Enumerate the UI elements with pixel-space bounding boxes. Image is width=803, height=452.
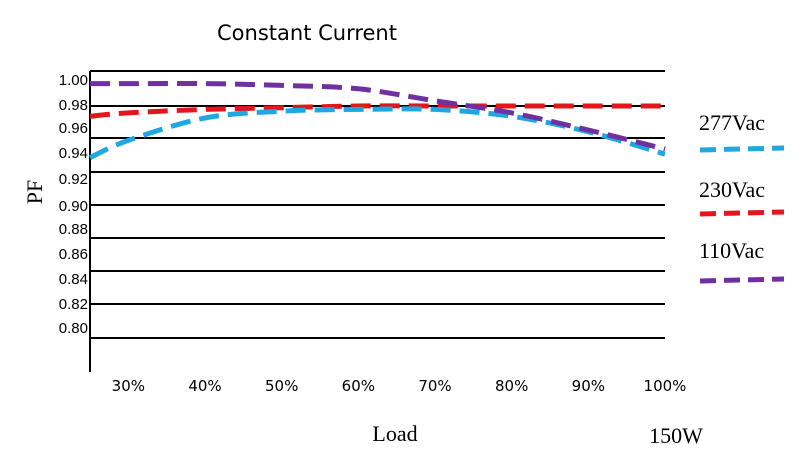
y-tick-label: 0.82 — [59, 296, 88, 313]
legend: 277Vac 230Vac 110Vac — [699, 110, 785, 284]
series-line-110vac — [89, 81, 666, 152]
y-tick-label: 0.86 — [59, 246, 88, 263]
x-tick-label: 80% — [495, 377, 528, 395]
x-tick-label: 70% — [418, 377, 451, 395]
y-tick-labels: 1.00 0.98 0.96 0.94 0.92 0.90 0.88 0.86 0.84 0.82… — [59, 72, 88, 337]
x-tick-label: 90% — [572, 377, 605, 395]
legend-swatch-230vac — [699, 209, 785, 217]
x-tick-label: 30% — [112, 377, 145, 395]
x-tick-label: 100% — [644, 377, 687, 395]
legend-label-110vac: 110Vac — [699, 238, 764, 263]
legend-swatch-277vac — [699, 145, 785, 153]
legend-swatch-110vac — [699, 276, 785, 284]
y-tick-label: 0.84 — [59, 271, 88, 288]
x-axis-label: Load — [372, 421, 417, 446]
x-tick-label: 40% — [188, 377, 221, 395]
chart-title: Constant Current — [217, 21, 397, 45]
series-line-230vac — [89, 103, 665, 119]
y-tick-label: 0.98 — [59, 97, 88, 114]
x-tick-label: 50% — [265, 377, 298, 395]
x-tick-label: 60% — [342, 377, 375, 395]
y-tick-label: 0.94 — [59, 145, 88, 162]
series-lines — [88, 81, 666, 160]
y-tick-label: 0.96 — [59, 120, 88, 137]
y-tick-label: 0.92 — [59, 171, 88, 188]
legend-label-230vac: 230Vac — [699, 177, 765, 202]
series-line-277vac — [88, 106, 666, 160]
grid-lines — [89, 70, 665, 372]
y-tick-label: 1.00 — [59, 72, 88, 89]
x-tick-labels: 30% 40% 50% 60% 70% 80% 90% 100% — [112, 377, 687, 395]
legend-label-277vac: 277Vac — [699, 110, 765, 135]
power-note: 150W — [649, 423, 703, 448]
y-tick-label: 0.88 — [59, 221, 88, 238]
y-tick-label: 0.90 — [59, 198, 88, 215]
y-axis-label: PF — [22, 180, 47, 204]
y-tick-label: 0.80 — [59, 320, 88, 337]
